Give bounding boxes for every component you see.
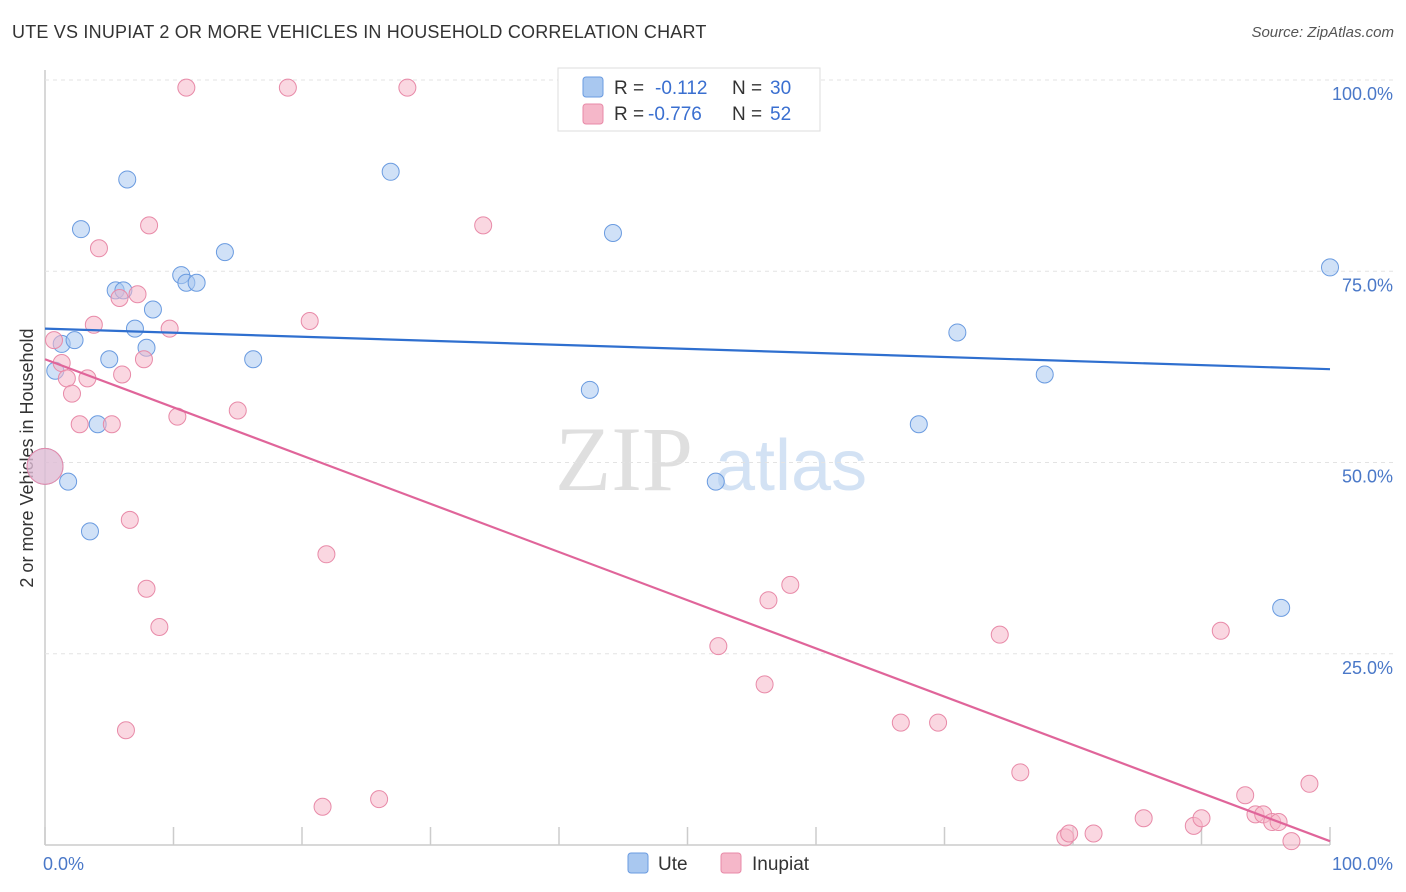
y-tick-labels: 25.0% 50.0% 75.0% 100.0%	[1332, 84, 1393, 678]
source-label: Source: ZipAtlas.com	[1251, 24, 1394, 41]
data-point-inupiat	[140, 216, 159, 235]
trend-line-ute	[44, 327, 1331, 371]
legend-n-label: N =	[732, 78, 762, 99]
data-point-inupiat	[755, 675, 774, 694]
data-point-inupiat	[1134, 809, 1153, 828]
x-tick-label-min: 0.0%	[43, 854, 84, 874]
trend-lines	[44, 327, 1331, 843]
legend-r-label: R =	[614, 104, 644, 125]
data-point-inupiat	[177, 78, 196, 97]
data-point-inupiat	[134, 350, 153, 369]
data-point-ute	[1035, 365, 1054, 384]
legend-label-ute: Ute	[658, 854, 688, 875]
data-point-inupiat	[1211, 621, 1230, 640]
data-point-inupiat	[709, 637, 728, 656]
series-legend: Ute Inupiat	[627, 852, 810, 875]
data-point-ute	[603, 224, 622, 242]
data-point-ute	[1321, 258, 1339, 277]
trend-line-inupiat	[44, 358, 1331, 843]
data-point-inupiat	[278, 78, 297, 97]
data-point-inupiat	[70, 415, 89, 434]
data-point-inupiat	[1282, 832, 1301, 851]
watermark-zip: ZIP	[555, 408, 693, 510]
data-point-inupiat	[398, 78, 417, 97]
data-point-inupiat	[313, 797, 332, 816]
x-tick-marks	[44, 827, 1331, 845]
data-point-inupiat	[62, 384, 81, 403]
data-point-inupiat	[102, 415, 121, 434]
y-tick-label: 75.0%	[1342, 275, 1393, 295]
data-point-inupiat	[1300, 774, 1319, 793]
data-point-inupiat	[113, 365, 132, 384]
legend-swatch-ute	[627, 852, 649, 874]
data-point-ute	[80, 522, 99, 541]
y-axis-label: 2 or more Vehicles in Household	[17, 328, 37, 587]
data-point-inupiat	[110, 289, 129, 308]
data-point-inupiat	[160, 319, 179, 338]
gridlines	[45, 79, 1393, 655]
data-point-ute	[948, 323, 967, 342]
data-point-ute	[381, 162, 400, 181]
data-point-inupiat	[44, 331, 63, 350]
data-point-ute	[65, 331, 84, 350]
data-point-ute	[187, 273, 206, 292]
data-point-inupiat	[1192, 809, 1211, 828]
legend-r-value: -0.776	[648, 104, 702, 125]
data-point-inupiat	[150, 617, 169, 636]
data-point-inupiat	[26, 447, 64, 485]
data-point-ute	[244, 350, 263, 369]
data-point-inupiat	[1084, 824, 1103, 843]
data-point-inupiat	[759, 591, 778, 610]
data-point-inupiat	[89, 239, 108, 258]
data-point-inupiat	[300, 311, 319, 330]
data-point-inupiat	[370, 790, 389, 809]
data-point-inupiat	[990, 625, 1009, 644]
data-point-ute	[59, 472, 78, 491]
legend-r-value: -0.112	[655, 78, 707, 99]
data-point-ute	[118, 170, 137, 189]
legend-swatch-inupiat	[720, 852, 742, 874]
data-point-inupiat	[57, 369, 76, 388]
data-point-ute	[1272, 598, 1291, 617]
watermark-atlas: atlas	[715, 426, 867, 506]
legend-swatch-ute	[582, 76, 604, 98]
data-point-inupiat	[891, 713, 910, 732]
legend-n-label: N =	[732, 104, 762, 125]
y-tick-label: 50.0%	[1342, 467, 1393, 487]
data-point-inupiat	[120, 510, 139, 529]
data-point-inupiat	[128, 285, 147, 304]
data-point-inupiat	[228, 401, 247, 420]
legend-n-value: 30	[770, 78, 791, 99]
data-point-ute	[909, 415, 928, 434]
legend-r-label: R =	[614, 78, 644, 99]
x-tick-label-max: 100.0%	[1332, 854, 1393, 874]
watermark: ZIP atlas	[555, 408, 867, 510]
data-point-ute	[71, 220, 90, 239]
data-point-inupiat	[1236, 786, 1255, 805]
data-point-ute	[143, 300, 162, 319]
data-point-inupiat	[1060, 824, 1079, 843]
data-point-ute	[580, 380, 599, 399]
data-point-inupiat	[1011, 763, 1030, 782]
data-point-inupiat	[929, 713, 948, 732]
legend-n-value: 52	[770, 104, 791, 125]
legend-label-inupiat: Inupiat	[752, 854, 810, 875]
legend-swatch-inupiat	[582, 103, 604, 125]
data-point-ute	[706, 472, 725, 491]
data-point-ute	[100, 350, 119, 369]
data-point-inupiat	[137, 579, 156, 598]
data-point-ute	[215, 243, 234, 262]
data-point-inupiat	[317, 545, 336, 564]
y-tick-label: 100.0%	[1332, 84, 1393, 104]
chart-title: UTE VS INUPIAT 2 OR MORE VEHICLES IN HOU…	[12, 22, 707, 42]
data-point-ute	[125, 319, 144, 338]
correlation-legend: R = -0.112 N = 30 R = -0.776 N = 52	[557, 67, 821, 132]
data-point-inupiat	[116, 721, 135, 740]
y-tick-label: 25.0%	[1342, 658, 1393, 678]
data-point-inupiat	[474, 216, 493, 235]
data-point-inupiat	[781, 575, 800, 594]
